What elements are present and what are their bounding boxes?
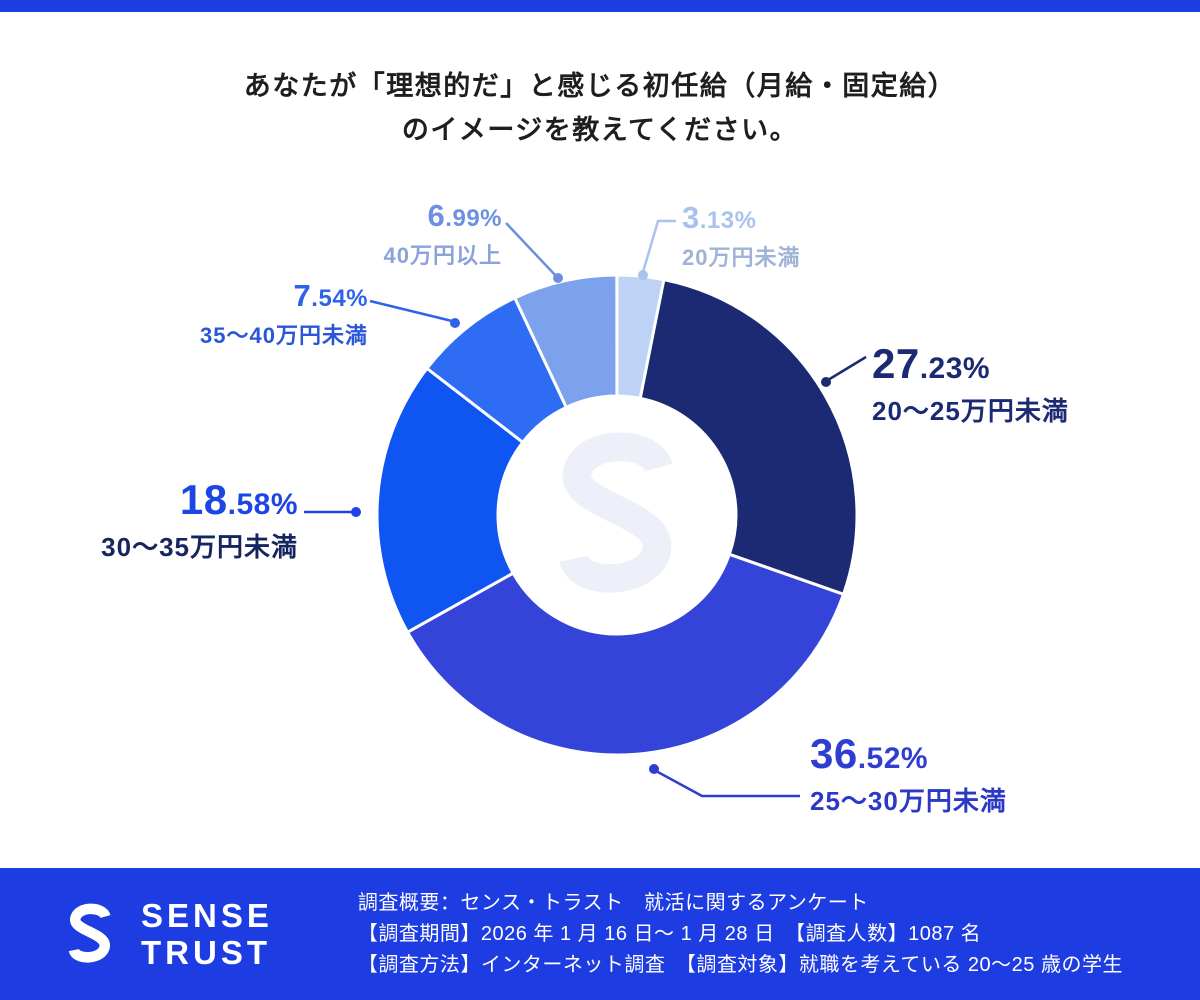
- slice-label-30-35: 18.58% 30～35万円未満: [101, 476, 298, 564]
- chart-title-line-1: あなたが「理想的だ」と感じる初任給（月給・固定給）: [243, 71, 957, 101]
- callout-dot-3: [351, 507, 361, 517]
- slice-percent: 3.13%: [682, 200, 757, 235]
- slice-label-under-20: 3.13% 20万円未満: [682, 200, 801, 272]
- slice-category: 30～35万円未満: [101, 532, 298, 563]
- survey-info: 調査概要：センス・トラスト 就活に関するアンケート 【調査期間】2026 年 1…: [358, 888, 1123, 981]
- logo-s-icon: [68, 903, 111, 963]
- survey-method-line: 【調査方法】インターネット調査 【調査対象】就職を考えている 20～25 歳の学…: [357, 953, 1123, 976]
- logo-word-sense: SENSE: [141, 897, 273, 934]
- callout-dot-4: [450, 318, 460, 328]
- slice-category: 20万円未満: [682, 244, 801, 270]
- slice-percent: 27.23%: [872, 340, 991, 387]
- watermark-logo-icon: [559, 432, 673, 593]
- slice-percent: 36.52%: [810, 730, 929, 777]
- slice-label-20-25: 27.23% 20～25万円未満: [872, 340, 1069, 428]
- logo-word-trust: TRUST: [141, 934, 271, 971]
- slice-percent: 7.54%: [293, 278, 368, 313]
- callout-line-5: [505, 222, 557, 277]
- callout-dot-1: [821, 377, 831, 387]
- callout-dot-5: [553, 273, 563, 283]
- donut-slice-4: [424, 295, 569, 445]
- donut-slice-2: [405, 552, 846, 757]
- slice-percent: 18.58%: [179, 476, 298, 523]
- callout-line-1: [827, 355, 867, 382]
- donut-group: [375, 273, 859, 757]
- callout-line-0: [641, 219, 676, 273]
- callout-line-2: [655, 769, 800, 798]
- survey-period-line: 【調査期間】2026 年 1 月 16 日～ 1 月 28 日 【調査人数】10…: [357, 922, 982, 945]
- slice-category: 20～25万円未満: [872, 396, 1069, 427]
- callout-dot-2: [649, 764, 659, 774]
- donut-slice-3: [375, 366, 525, 635]
- footer-bar: SENSE TRUST 調査概要：センス・トラスト 就活に関するアンケート 【調…: [0, 868, 1200, 1000]
- chart-title-line-2: のイメージを教えてください。: [401, 115, 799, 145]
- donut-slice-1: [638, 277, 859, 597]
- slice-category: 25～30万円未満: [810, 786, 1007, 817]
- donut-slice-0: [615, 273, 666, 401]
- slice-label-over-40: 6.99% 40万円以上: [383, 198, 502, 270]
- slice-category: 35～40万円未満: [200, 322, 368, 348]
- donut-slice-5: [512, 273, 619, 410]
- survey-overview-line: 調査概要：センス・トラスト 就活に関するアンケート: [357, 891, 869, 914]
- slice-label-35-40: 7.54% 35～40万円未満: [200, 278, 368, 350]
- callout-dot-0: [638, 270, 648, 280]
- logo-wordmark: SENSE TRUST: [141, 897, 273, 971]
- slice-category: 40万円以上: [383, 242, 502, 268]
- slice-label-25-30: 36.52% 25～30万円未満: [810, 730, 1007, 818]
- chart-title: あなたが「理想的だ」と感じる初任給（月給・固定給） のイメージを教えてください。: [0, 64, 1200, 152]
- top-accent-bar: [0, 0, 1200, 12]
- callout-line-4: [369, 299, 453, 323]
- slice-percent: 6.99%: [427, 198, 502, 233]
- sense-trust-logo: SENSE TRUST: [55, 897, 273, 971]
